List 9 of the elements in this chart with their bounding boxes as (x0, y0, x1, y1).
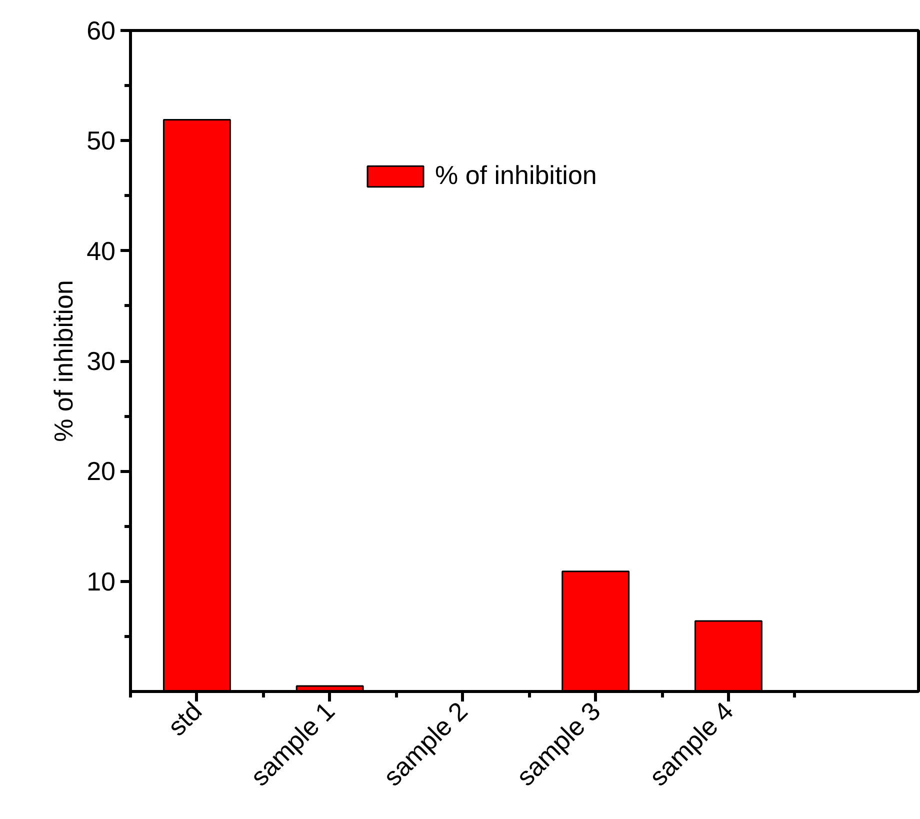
y-tick-label: 20 (86, 456, 116, 486)
y-tick-label: 40 (86, 236, 116, 266)
y-tick-label: 50 (86, 126, 116, 156)
y-tick-label: 10 (86, 566, 116, 596)
x-tick-label: std (162, 696, 208, 742)
y-tick-label: 30 (86, 346, 116, 376)
legend-label: % of inhibition (435, 160, 597, 191)
y-tick-label: 60 (86, 16, 116, 46)
y-axis-title: % of inhibition (48, 280, 79, 442)
